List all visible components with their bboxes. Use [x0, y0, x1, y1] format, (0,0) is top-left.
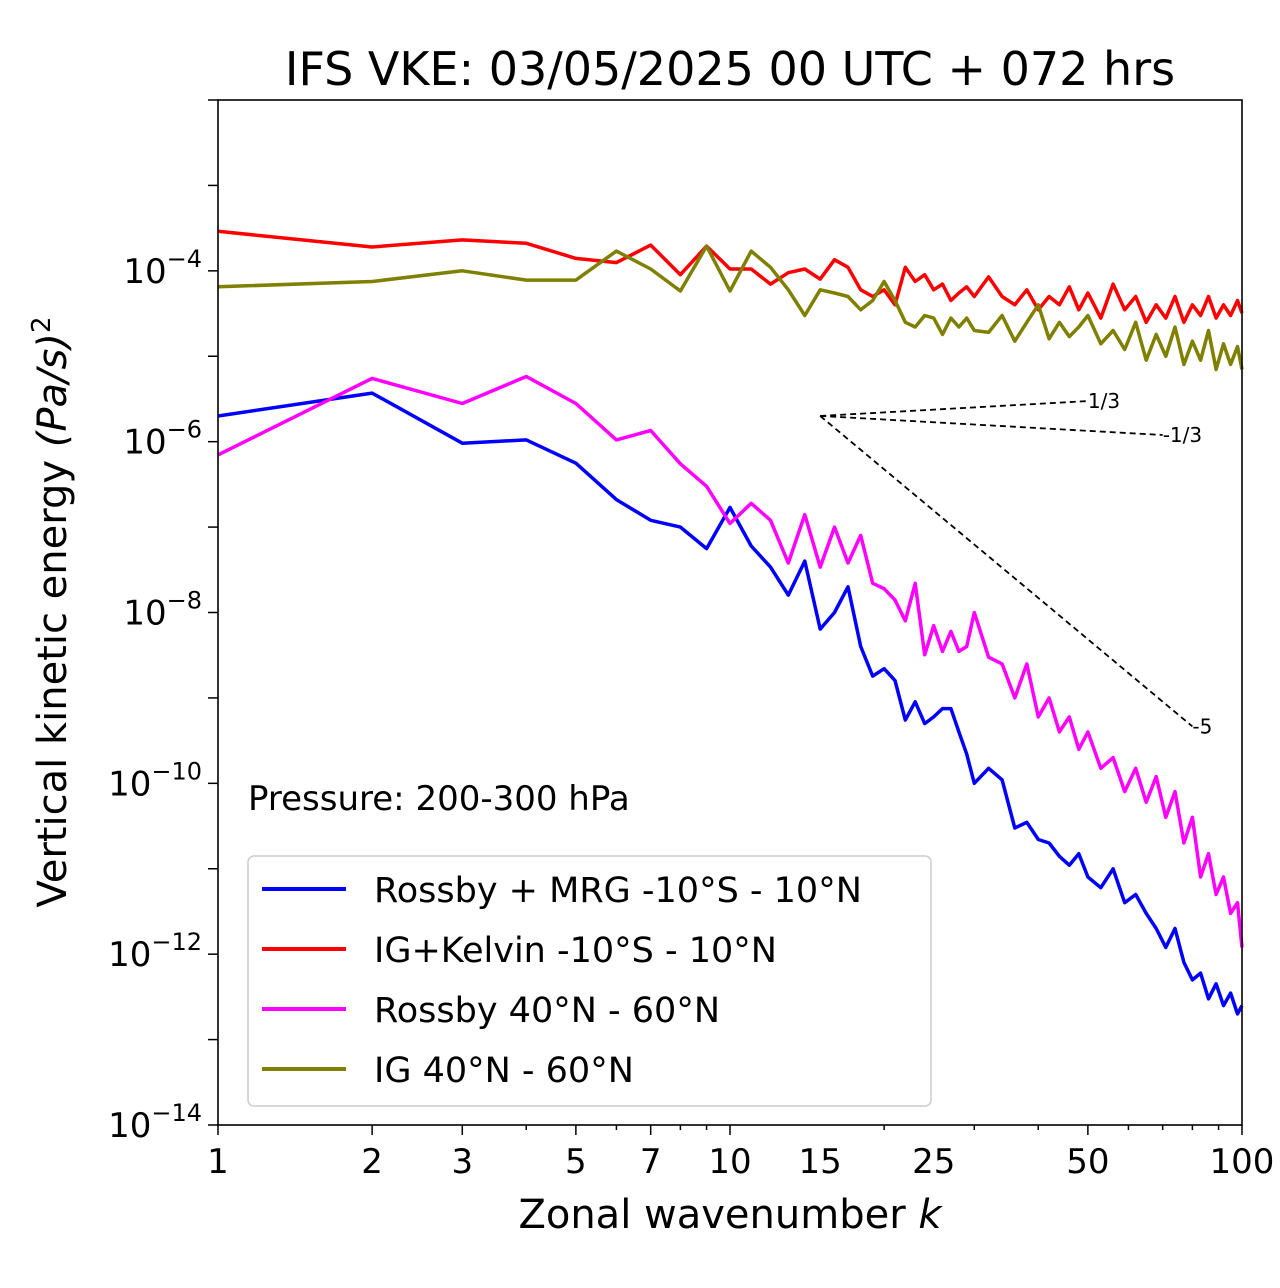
x-tick-label: 3: [451, 1142, 473, 1182]
legend-box: [247, 855, 932, 1107]
x-tick-label: 7: [640, 1142, 662, 1182]
y-tick-label: 10−14: [108, 1099, 202, 1146]
x-tick-label: 2: [361, 1142, 383, 1182]
legend: Rossby + MRG -10°S - 10°N IG+Kelvin -10°S…: [247, 855, 932, 1107]
series-group: [217, 229, 1244, 1016]
pressure-annotation: Pressure: 200-300 hPa: [248, 779, 630, 819]
slope-label-1: 1/3: [1088, 389, 1120, 413]
x-tick-label: 1: [207, 1142, 229, 1182]
y-tick-label: 10−4: [123, 245, 202, 292]
slope-line-3: [819, 415, 1193, 728]
y-axis: 10−14 10−12 10−10 10−8 10−6 10−4: [108, 99, 218, 1146]
x-axis: 1 2 3 5 7 10 15 25 50 100: [207, 1125, 1274, 1182]
slope-label-2: -1/3: [1163, 423, 1202, 447]
y-tick-label: 10−12: [108, 928, 202, 975]
series-line-4: [217, 244, 1244, 372]
x-tick-label: 25: [912, 1142, 955, 1182]
y-tick-label: 10−10: [108, 757, 202, 804]
x-tick-label: 50: [1066, 1142, 1109, 1182]
y-axis-label-unit-sup: 2: [27, 317, 57, 334]
x-tick-label: 15: [799, 1142, 842, 1182]
series-line-3: [217, 374, 1244, 948]
x-axis-label-text: Zonal wavenumber: [518, 1192, 906, 1238]
x-axis-label: Zonal wavenumber k: [518, 1192, 943, 1238]
x-tick-label: 5: [565, 1142, 587, 1182]
y-axis-label-text: Vertical kinetic energy: [30, 460, 76, 908]
x-axis-label-symbol: k: [918, 1192, 943, 1238]
slope-line-2: [820, 415, 1163, 436]
series-line-2: [217, 229, 1244, 325]
legend-label-1: Rossby + MRG -10°S - 10°N: [374, 871, 862, 911]
reference-slopes: 1/3 -1/3 -5: [819, 389, 1212, 738]
slope-label-3: -5: [1192, 714, 1212, 738]
legend-label-3: Rossby 40°N - 60°N: [374, 991, 720, 1031]
y-tick-label: 10−6: [123, 416, 202, 463]
legend-label-4: IG 40°N - 60°N: [374, 1051, 634, 1091]
series-line-1: [217, 391, 1244, 1016]
slope-line-1: [820, 400, 1088, 417]
y-axis-label: Vertical kinetic energy (Pa/s)2: [27, 317, 76, 908]
y-axis-label-unit: (Pa/s): [30, 333, 76, 447]
chart-title: IFS VKE: 03/05/2025 00 UTC + 072 hrs: [285, 42, 1175, 96]
y-tick-label: 10−8: [123, 587, 202, 634]
x-tick-label: 100: [1210, 1142, 1275, 1182]
legend-label-2: IG+Kelvin -10°S - 10°N: [374, 931, 777, 971]
x-tick-label: 10: [708, 1142, 751, 1182]
